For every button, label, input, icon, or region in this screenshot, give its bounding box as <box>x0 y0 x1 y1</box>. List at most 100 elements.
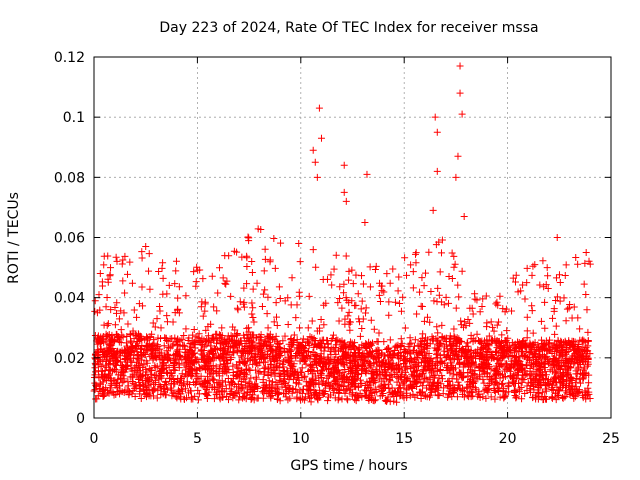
data-point <box>308 334 316 342</box>
data-point <box>449 339 457 347</box>
data-point <box>274 381 282 389</box>
data-point <box>190 325 198 333</box>
data-point <box>215 264 223 272</box>
data-point <box>248 268 256 276</box>
data-point <box>302 352 310 360</box>
data-point <box>496 292 504 300</box>
data-point <box>233 331 241 339</box>
data-point <box>371 265 379 273</box>
data-point <box>145 392 153 400</box>
data-point <box>321 388 329 396</box>
data-point <box>235 396 243 404</box>
data-point <box>98 278 106 286</box>
data-point <box>263 310 271 318</box>
data-point <box>100 261 108 269</box>
data-point <box>539 257 547 265</box>
data-point <box>362 369 370 377</box>
data-point <box>199 312 207 320</box>
data-point <box>244 233 252 241</box>
data-point <box>398 340 406 348</box>
data-point <box>137 373 145 381</box>
data-point <box>475 353 483 361</box>
data-point <box>103 321 111 329</box>
data-point <box>340 188 348 196</box>
data-point <box>217 344 225 352</box>
data-point <box>392 342 400 350</box>
data-point <box>121 252 129 260</box>
data-point <box>141 371 149 379</box>
data-point <box>102 303 110 311</box>
data-point <box>585 257 593 265</box>
data-point <box>541 341 549 349</box>
data-point <box>396 300 404 308</box>
data-point <box>358 297 366 305</box>
data-point <box>264 333 272 341</box>
data-point <box>568 314 576 322</box>
data-point <box>119 256 127 264</box>
data-point <box>159 360 167 368</box>
data-point <box>280 345 288 353</box>
data-point <box>342 252 350 260</box>
data-point <box>279 337 287 345</box>
data-point <box>386 336 394 344</box>
data-point <box>213 390 221 398</box>
data-point <box>105 389 113 397</box>
data-point <box>95 291 103 299</box>
data-point <box>523 313 531 321</box>
data-point <box>359 353 367 361</box>
data-point <box>559 394 567 402</box>
data-point <box>455 368 463 376</box>
data-point <box>468 388 476 396</box>
data-point <box>335 381 343 389</box>
data-point <box>153 315 161 323</box>
data-point <box>175 283 183 291</box>
data-point <box>311 158 319 166</box>
data-point <box>99 378 107 386</box>
data-point <box>128 373 136 381</box>
data-point <box>407 261 415 269</box>
data-point <box>245 234 253 242</box>
data-point <box>327 345 335 353</box>
data-point <box>160 364 168 372</box>
data-point <box>442 293 450 301</box>
data-point <box>118 362 126 370</box>
data-point <box>348 266 356 274</box>
data-point <box>475 337 483 345</box>
data-point <box>413 310 421 318</box>
data-point <box>451 260 459 268</box>
data-point <box>363 170 371 178</box>
data-point <box>511 278 519 286</box>
data-point <box>517 384 525 392</box>
data-point <box>172 356 180 364</box>
data-point <box>438 236 446 244</box>
data-point <box>492 362 500 370</box>
data-point <box>454 378 462 386</box>
data-point <box>356 332 364 340</box>
data-point <box>528 307 536 315</box>
data-point <box>466 375 474 383</box>
data-point <box>128 358 136 366</box>
data-point <box>289 385 297 393</box>
data-point <box>494 387 502 395</box>
data-point <box>252 375 260 383</box>
data-point <box>91 297 99 305</box>
data-point <box>572 254 580 262</box>
data-point <box>548 394 556 402</box>
data-point <box>124 361 132 369</box>
data-point <box>163 312 171 320</box>
data-point <box>391 298 399 306</box>
data-point <box>235 339 243 347</box>
data-point <box>254 361 262 369</box>
data-point <box>173 378 181 386</box>
data-point <box>312 263 320 271</box>
data-point <box>557 372 565 380</box>
data-point <box>185 350 193 358</box>
data-point <box>520 340 528 348</box>
data-point <box>563 377 571 385</box>
data-point <box>157 383 165 391</box>
data-point <box>447 359 455 367</box>
data-point <box>184 337 192 345</box>
data-point <box>201 307 209 315</box>
data-point <box>192 282 200 290</box>
